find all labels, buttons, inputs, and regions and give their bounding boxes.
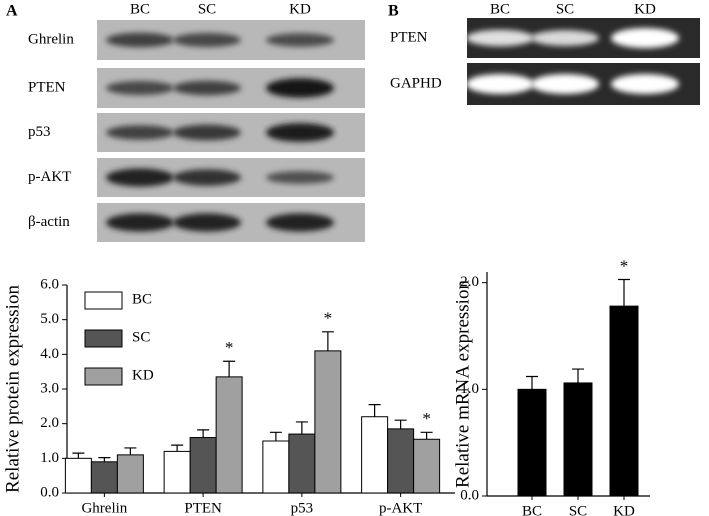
bar [609,305,639,497]
blot-column-label: KD [289,1,311,17]
blot-band [106,81,174,95]
y-tick-label: 4.0 [40,346,59,362]
significance-mark: * [324,309,333,328]
error-bar [223,360,236,377]
blot-column-label: SC [556,1,574,17]
error-bar [618,278,630,307]
y-tick-label: 1.0 [460,381,479,397]
y-tick-label: 3.0 [40,380,59,396]
blot-row-label: p-AKT [28,169,71,185]
bar [64,457,92,494]
x-tick-label: Ghrelin [81,500,127,516]
legend-label: BC [132,291,152,307]
bar [361,416,389,494]
error-bar [321,331,334,351]
error-bar [368,404,381,417]
blot-band [173,33,241,47]
blot-row-label: GAPHD [390,75,442,91]
blot-column-label: KD [634,1,656,17]
panel-label: A [6,3,18,20]
significance-mark: * [422,409,431,428]
error-bar [72,452,85,459]
y-axis-label: Relative protein expression [2,285,23,493]
legend-label: SC [132,329,150,345]
blot-row-label: Ghrelin [28,31,74,47]
x-tick-label: p-AKT [379,500,422,516]
blot-band [611,28,679,48]
blot-band [106,32,174,48]
blot-band [611,74,679,94]
y-tick-label: 2.0 [40,415,59,431]
blot-band [106,125,174,140]
bar [563,382,593,497]
significance-mark: * [225,338,234,357]
bar [90,461,118,494]
y-tick-label: 1.0 [40,450,59,466]
blot-column-label: BC [490,1,510,17]
error-bar [394,419,407,429]
x-tick-label: SC [569,503,587,516]
y-tick-label: 0.0 [40,484,59,500]
x-tick-label: p53 [291,500,314,516]
legend-swatch [84,329,123,348]
blot-band [266,33,334,47]
error-bar [572,368,584,383]
error-bar [171,444,184,452]
significance-mark: * [620,256,629,275]
bar [517,388,547,497]
legend-swatch [84,367,123,386]
panel-label: B [388,3,399,20]
blot-band [173,80,241,96]
blot-band [466,29,534,47]
bar [262,440,290,494]
bar [215,376,243,494]
y-tick-label: 5.0 [40,311,59,327]
legend-label: KD [132,367,154,383]
blot-band [173,213,241,232]
blot-band [173,169,241,186]
bar [116,454,144,494]
blot-band [266,78,334,98]
error-bar [98,457,111,462]
x-tick-label: BC [522,503,542,516]
blot-band [266,213,334,232]
blot-band [106,213,174,232]
x-tick-label: PTEN [184,500,222,516]
blot-band [266,171,334,184]
blot-band [266,123,334,142]
legend-swatch [84,291,123,310]
bar [413,438,441,494]
y-tick-label: 0.0 [460,487,479,503]
blot-row-label: β-actin [28,214,70,230]
bar [163,450,191,494]
y-tick-label: 6.0 [40,276,59,292]
error-bar [197,429,210,438]
bar [288,433,316,494]
blot-column-label: BC [130,1,150,17]
blot-band [531,30,599,46]
bar [314,350,342,494]
blot-row-label: p53 [28,124,51,140]
error-bar [295,421,308,435]
error-bar [526,375,538,390]
x-tick-label: KD [613,503,635,516]
bar [189,437,217,494]
blot-band [466,74,534,94]
blot-band [106,168,174,187]
y-tick-label: 2.0 [460,274,479,290]
y-axis-label: Relative mRNA expression [452,280,473,488]
blot-band [531,74,599,94]
error-bar [420,431,433,440]
error-bar [124,447,137,455]
error-bar [269,431,282,441]
bar [387,428,415,494]
blot-column-label: SC [198,1,216,17]
blot-band [173,124,241,141]
blot-row-label: PTEN [390,29,428,45]
blot-row-label: PTEN [28,79,66,95]
